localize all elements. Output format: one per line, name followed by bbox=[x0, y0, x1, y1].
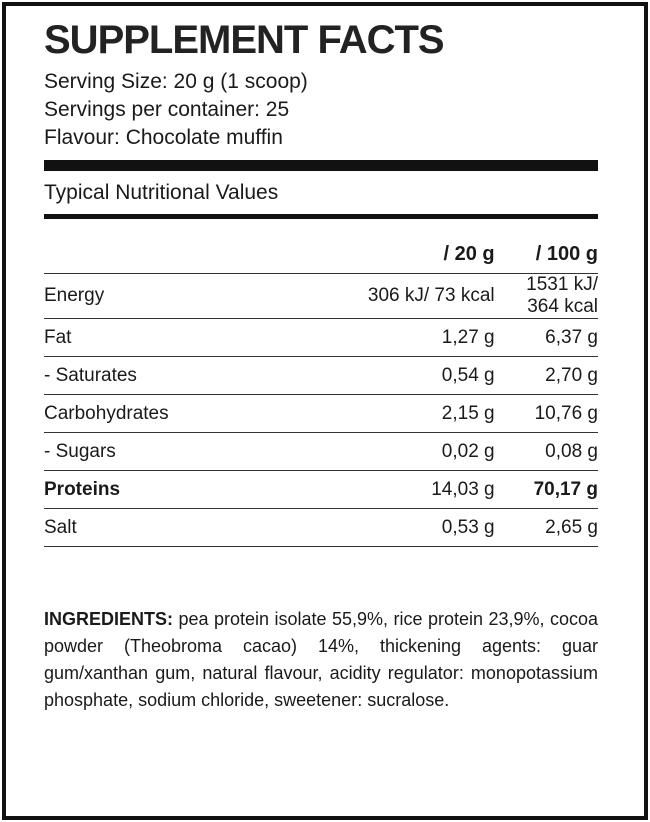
header-cell bbox=[44, 236, 169, 274]
nutrition-table: / 20 g/ 100 g Energy 306 kJ/ 73 kcal 1531 k… bbox=[44, 236, 598, 547]
table-row: - Sugars 0,02 g 0,08 g bbox=[44, 432, 598, 471]
nutrient-value: 0,53 g bbox=[168, 508, 495, 547]
table-header-row: / 20 g/ 100 g bbox=[44, 236, 598, 274]
nutrient-name: Salt bbox=[44, 508, 169, 547]
table-row: Fat 1,27 g 6,37 g bbox=[44, 318, 598, 357]
nutrient-value: 306 kJ/ 73 kcal bbox=[168, 273, 495, 319]
ingredients-label: INGREDIENTS: bbox=[44, 609, 174, 629]
nutrient-value: 10,76 g bbox=[494, 394, 598, 433]
nutrient-value: 14,03 g bbox=[168, 470, 495, 509]
rule bbox=[44, 214, 598, 219]
header-cell: / 100 g bbox=[494, 236, 598, 274]
header-cell: / 20 g bbox=[168, 236, 495, 274]
nutrient-name: - Saturates bbox=[44, 356, 169, 395]
title: SUPPLEMENT FACTS bbox=[44, 18, 445, 62]
nutrient-value: 0,54 g bbox=[168, 356, 495, 395]
nutrient-name: Proteins bbox=[44, 470, 169, 509]
ingredients: INGREDIENTS: pea protein isolate 55,9%, … bbox=[44, 606, 598, 714]
info-line: Serving Size: 20 g (1 scoop) bbox=[44, 70, 308, 93]
section-title: Typical Nutritional Values bbox=[44, 181, 279, 204]
table-row: - Saturates 0,54 g 2,70 g bbox=[44, 356, 598, 395]
nutrient-name: Energy bbox=[44, 273, 169, 319]
table-row: Energy 306 kJ/ 73 kcal 1531 kJ/ 364 kcal bbox=[44, 273, 598, 319]
table-row: Salt 0,53 g 2,65 g bbox=[44, 508, 598, 547]
thick-rule bbox=[44, 160, 598, 171]
ingredients-text: pea protein isolate 55,9%, rice protein … bbox=[44, 609, 598, 710]
info-line: Servings per container: 25 bbox=[44, 98, 290, 121]
nutrient-value: 2,70 g bbox=[494, 356, 598, 395]
nutrient-value: 6,37 g bbox=[494, 318, 598, 357]
nutrient-value: 0,02 g bbox=[168, 432, 495, 471]
table-row: Proteins 14,03 g 70,17 g bbox=[44, 470, 598, 509]
table-row: Carbohydrates 2,15 g 10,76 g bbox=[44, 394, 598, 433]
nutrient-value: 70,17 g bbox=[494, 470, 598, 509]
nutrient-name: - Sugars bbox=[44, 432, 169, 471]
info-line: Flavour: Chocolate muffin bbox=[44, 126, 283, 149]
nutrient-name: Carbohydrates bbox=[44, 394, 169, 433]
nutrient-value: 1,27 g bbox=[168, 318, 495, 357]
nutrient-value: 2,65 g bbox=[494, 508, 598, 547]
nutrient-value: 0,08 g bbox=[494, 432, 598, 471]
nutrient-name: Fat bbox=[44, 318, 169, 357]
nutrient-value: 2,15 g bbox=[168, 394, 495, 433]
nutrient-value: 1531 kJ/ 364 kcal bbox=[494, 273, 598, 319]
